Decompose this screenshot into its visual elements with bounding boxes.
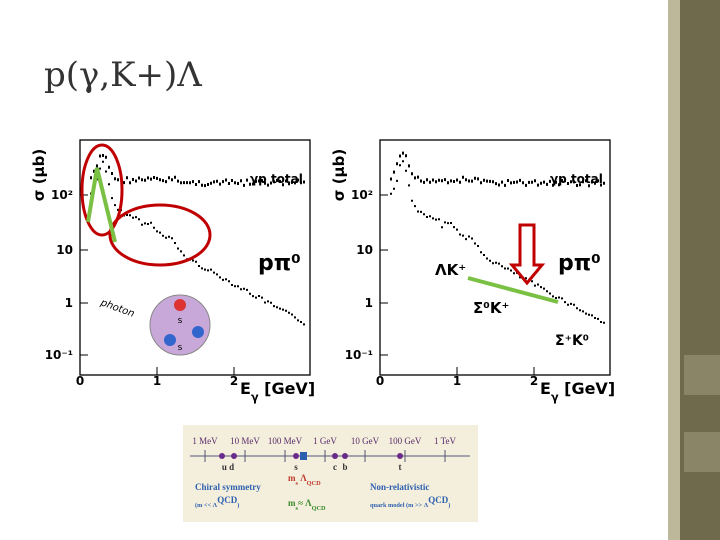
annotation: pπ⁰ (558, 251, 601, 276)
nonrel-text: Non-relativistic quark model (m >> ΛQCD) (370, 482, 450, 509)
chiral-text-part: Chiral symmetry (195, 482, 261, 492)
x-tick-label: 2 (230, 374, 238, 388)
red-arrow (508, 223, 546, 286)
x-axis-label: Eγ [GeV] (240, 379, 315, 404)
ms-red-part: s (296, 480, 299, 487)
quark-dot (231, 453, 237, 459)
side-stripe (668, 0, 680, 540)
quark (164, 334, 176, 346)
quark (192, 326, 204, 338)
ms-red-part: QCD (307, 480, 321, 487)
plot: σ (μb) 10² 10 1 10⁻¹0 1 2 Eγ [GeV] γp total pπ⁰ ΛK… (330, 139, 615, 404)
ms-green-part: m (288, 498, 296, 508)
y-tick-label: 1 (65, 296, 73, 310)
plot-frame (79, 139, 311, 376)
annotation: γp total (250, 172, 303, 186)
total-cross-section-points (90, 154, 305, 188)
annotation: γp total (550, 172, 603, 186)
chiral-text-part: QCD (217, 495, 238, 505)
slide-title: p(γ,K+)Λ (44, 55, 202, 95)
y-axis-label: σ (μb) (330, 149, 348, 201)
energy-label: 100 GeV (389, 436, 422, 446)
energy-label: 1 MeV (192, 436, 218, 446)
y-tick-label: 1 (365, 296, 373, 310)
quark-label: c (333, 462, 337, 472)
y-tick-label: 10 (56, 243, 73, 257)
energy-label: 10 MeV (230, 436, 260, 446)
quark (174, 299, 186, 311)
y-tick-label: 10⁻¹ (345, 348, 373, 362)
chiral-text: Chiral symmetry (m << ΛQCD) (195, 482, 261, 509)
green-guide (86, 167, 117, 243)
highlight-ellipse (108, 203, 212, 267)
x-tick-label: 0 (76, 374, 84, 388)
total-cross-section-points (390, 151, 605, 188)
x-axis-label-part: [GeV] (259, 379, 316, 398)
qcd-marker (300, 452, 307, 460)
quark-dot (397, 453, 403, 459)
nonrel-text-part: quark model (m >> Λ (370, 502, 429, 509)
nonrel-text-part: ) (448, 502, 450, 509)
y-tick-label: 10² (351, 188, 373, 202)
quark-label: s (178, 343, 183, 353)
quark-label: s (294, 462, 298, 472)
annotation: ΛK⁺ (435, 261, 466, 279)
highlight-ellipse (80, 143, 124, 237)
annotation: pπ⁰ (258, 251, 301, 276)
x-axis-label: Eγ [GeV] (540, 379, 615, 404)
plot-frame (379, 139, 611, 376)
quark-label: t (399, 462, 402, 472)
energy-label: 100 MeV (268, 436, 303, 446)
x-tick-label: 1 (153, 374, 161, 388)
x-axis-label-part: γ (551, 391, 559, 404)
x-axis-label-part: [GeV] (559, 379, 616, 398)
x-axis-label-part: E (240, 379, 251, 398)
y-tick-label: 10² (51, 188, 73, 202)
x-tick-label: 2 (530, 374, 538, 388)
nonrel-text-part: Non-relativistic (370, 482, 429, 492)
energy-label: 10 GeV (351, 436, 380, 446)
quark-dot (332, 453, 338, 459)
x-axis-label-part: γ (251, 391, 259, 404)
y-axis-label: σ (μb) (30, 149, 48, 201)
chiral-text-part: (m << Λ (195, 502, 218, 509)
ms-green: ms≈ ΛQCD (288, 498, 326, 512)
mass-scale: 1 MeV 10 MeV 100 MeV 1 GeV 10 GeV 100 GeV 1 Te… (190, 436, 470, 512)
quark-label: s (178, 316, 183, 326)
ms-green-part: ≈ Λ (298, 498, 312, 508)
ms-green-part: QCD (312, 505, 326, 512)
ppi0-points (390, 160, 605, 324)
x-axis-label-part: E (540, 379, 551, 398)
x-tick-label: 1 (453, 374, 461, 388)
y-tick-label: 10 (356, 243, 373, 257)
chiral-text-part: ) (237, 502, 239, 509)
mass-scale-figure (183, 425, 478, 522)
energy-label: 1 GeV (313, 436, 337, 446)
side-block (684, 432, 720, 472)
annotation: Σ⁺K⁰ (555, 333, 589, 349)
side-block (684, 355, 720, 395)
nonrel-text-part: QCD (428, 495, 449, 505)
x-tick-label: 0 (376, 374, 384, 388)
green-guide (467, 276, 559, 304)
annotation: Σ⁰K⁺ (473, 299, 509, 317)
quark-dot (219, 453, 225, 459)
ms-red-part: Λ (298, 473, 307, 483)
quark-label: u d (222, 462, 234, 472)
ms-red-part: m (288, 473, 296, 483)
ms-green-part: s (296, 505, 299, 512)
energy-label: 1 TeV (434, 436, 456, 446)
ms-red: ms ΛQCD (288, 473, 321, 487)
figure-right (340, 125, 636, 407)
quark-label: b (342, 462, 347, 472)
y-tick-label: 10⁻¹ (45, 348, 73, 362)
quark-dot (342, 453, 348, 459)
quark-dot (293, 453, 299, 459)
